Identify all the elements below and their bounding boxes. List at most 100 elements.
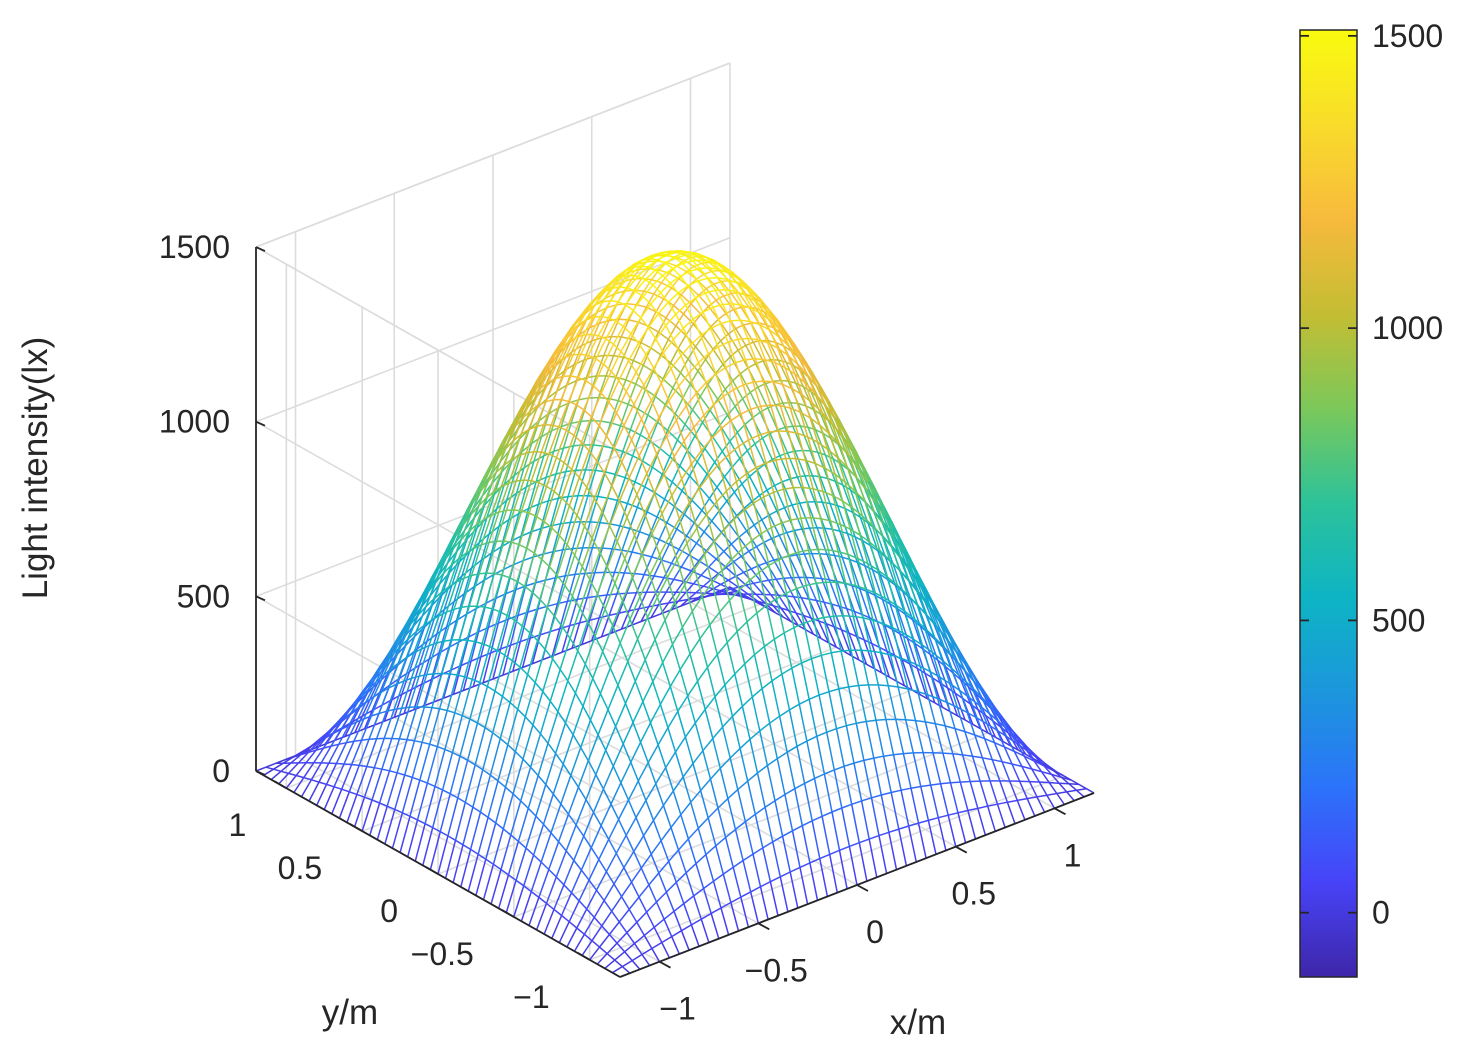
mesh-line xyxy=(683,440,693,465)
mesh-line xyxy=(311,779,320,783)
mesh-line xyxy=(674,601,684,628)
mesh-line xyxy=(729,757,739,790)
mesh-line xyxy=(723,543,732,552)
mesh-line xyxy=(540,424,552,453)
mesh-line xyxy=(346,740,355,744)
mesh-line xyxy=(860,649,871,652)
mesh-line xyxy=(497,874,510,909)
mesh-line xyxy=(734,290,746,296)
mesh-line xyxy=(501,574,510,579)
mesh-line xyxy=(602,287,614,303)
mesh-line xyxy=(823,773,833,813)
mesh-line xyxy=(891,547,901,571)
mesh-line xyxy=(855,584,866,590)
mesh-line xyxy=(628,455,640,478)
mesh-line xyxy=(709,624,719,655)
mesh-line xyxy=(869,541,881,552)
mesh-line xyxy=(539,598,548,609)
mesh-line xyxy=(480,533,490,561)
mesh-line xyxy=(881,791,892,796)
mesh-line xyxy=(491,574,503,610)
mesh-line xyxy=(976,717,986,739)
mesh-line xyxy=(452,665,462,695)
mesh-line xyxy=(605,852,617,872)
mesh-line xyxy=(563,462,573,470)
mesh-line xyxy=(606,593,617,596)
mesh-line xyxy=(374,766,383,770)
mesh-line xyxy=(481,642,490,648)
mesh-line xyxy=(732,303,743,307)
mesh-line xyxy=(863,617,874,622)
mesh-line xyxy=(660,339,669,356)
mesh-line xyxy=(687,285,697,299)
mesh-line xyxy=(662,644,674,663)
mesh-line xyxy=(470,656,482,662)
mesh-line xyxy=(654,262,666,271)
mesh-line xyxy=(530,404,539,412)
mesh-line xyxy=(964,731,974,757)
mesh-line xyxy=(832,528,841,532)
mesh-line xyxy=(559,638,571,670)
mesh-line xyxy=(933,637,943,661)
mesh-line xyxy=(693,414,705,428)
mesh-line xyxy=(645,354,655,369)
mesh-line xyxy=(692,895,703,920)
mesh-line xyxy=(892,627,902,659)
mesh-line xyxy=(712,726,724,739)
mesh-line xyxy=(720,901,732,909)
mesh-line xyxy=(650,604,660,619)
mesh-line xyxy=(553,490,563,499)
mesh-line xyxy=(525,847,535,856)
mesh-line xyxy=(458,606,470,640)
mesh-line xyxy=(906,638,919,669)
mesh-line xyxy=(521,625,531,634)
mesh-line xyxy=(310,737,321,748)
mesh-line xyxy=(626,481,636,504)
mesh-line xyxy=(914,642,924,650)
mesh-line xyxy=(555,876,565,886)
mesh-line xyxy=(490,648,501,654)
mesh-line xyxy=(611,910,620,923)
mesh-line xyxy=(1036,796,1046,813)
mesh-line xyxy=(703,404,715,416)
mesh-line xyxy=(500,519,510,548)
mesh-line xyxy=(566,927,578,948)
mesh-line xyxy=(653,473,665,494)
mesh-line xyxy=(634,680,644,702)
mesh-line xyxy=(500,868,509,876)
mesh-line xyxy=(792,388,803,396)
mesh-line xyxy=(434,785,443,791)
mesh-line xyxy=(833,769,843,809)
mesh-line xyxy=(728,445,740,455)
mesh-line xyxy=(653,918,665,928)
mesh-line xyxy=(810,658,820,696)
mesh-line xyxy=(858,469,868,492)
mesh-line xyxy=(626,591,637,594)
mesh-line xyxy=(721,570,731,601)
mesh-line xyxy=(742,860,752,893)
mesh-line xyxy=(580,416,593,443)
mesh-line xyxy=(632,722,642,743)
mesh-line xyxy=(479,681,488,688)
mesh-line xyxy=(602,788,612,805)
mesh-line xyxy=(996,803,1006,828)
mesh-line xyxy=(598,319,610,325)
mesh-line xyxy=(709,767,721,780)
mesh-line xyxy=(766,597,778,606)
mesh-line xyxy=(725,481,737,492)
mesh-line xyxy=(495,510,508,542)
mesh-line xyxy=(611,485,621,502)
mesh-line xyxy=(454,712,463,717)
mesh-line xyxy=(651,556,662,561)
mesh-line xyxy=(570,869,583,894)
mesh-line xyxy=(686,543,696,570)
mesh-line xyxy=(500,644,511,650)
mesh-line xyxy=(830,603,843,631)
mesh-line xyxy=(700,327,712,337)
mesh-line xyxy=(442,789,451,795)
mesh-line xyxy=(743,322,752,326)
mesh-line xyxy=(638,591,648,610)
mesh-line xyxy=(697,353,709,364)
mesh-line xyxy=(430,615,440,622)
mesh-line xyxy=(780,522,790,556)
